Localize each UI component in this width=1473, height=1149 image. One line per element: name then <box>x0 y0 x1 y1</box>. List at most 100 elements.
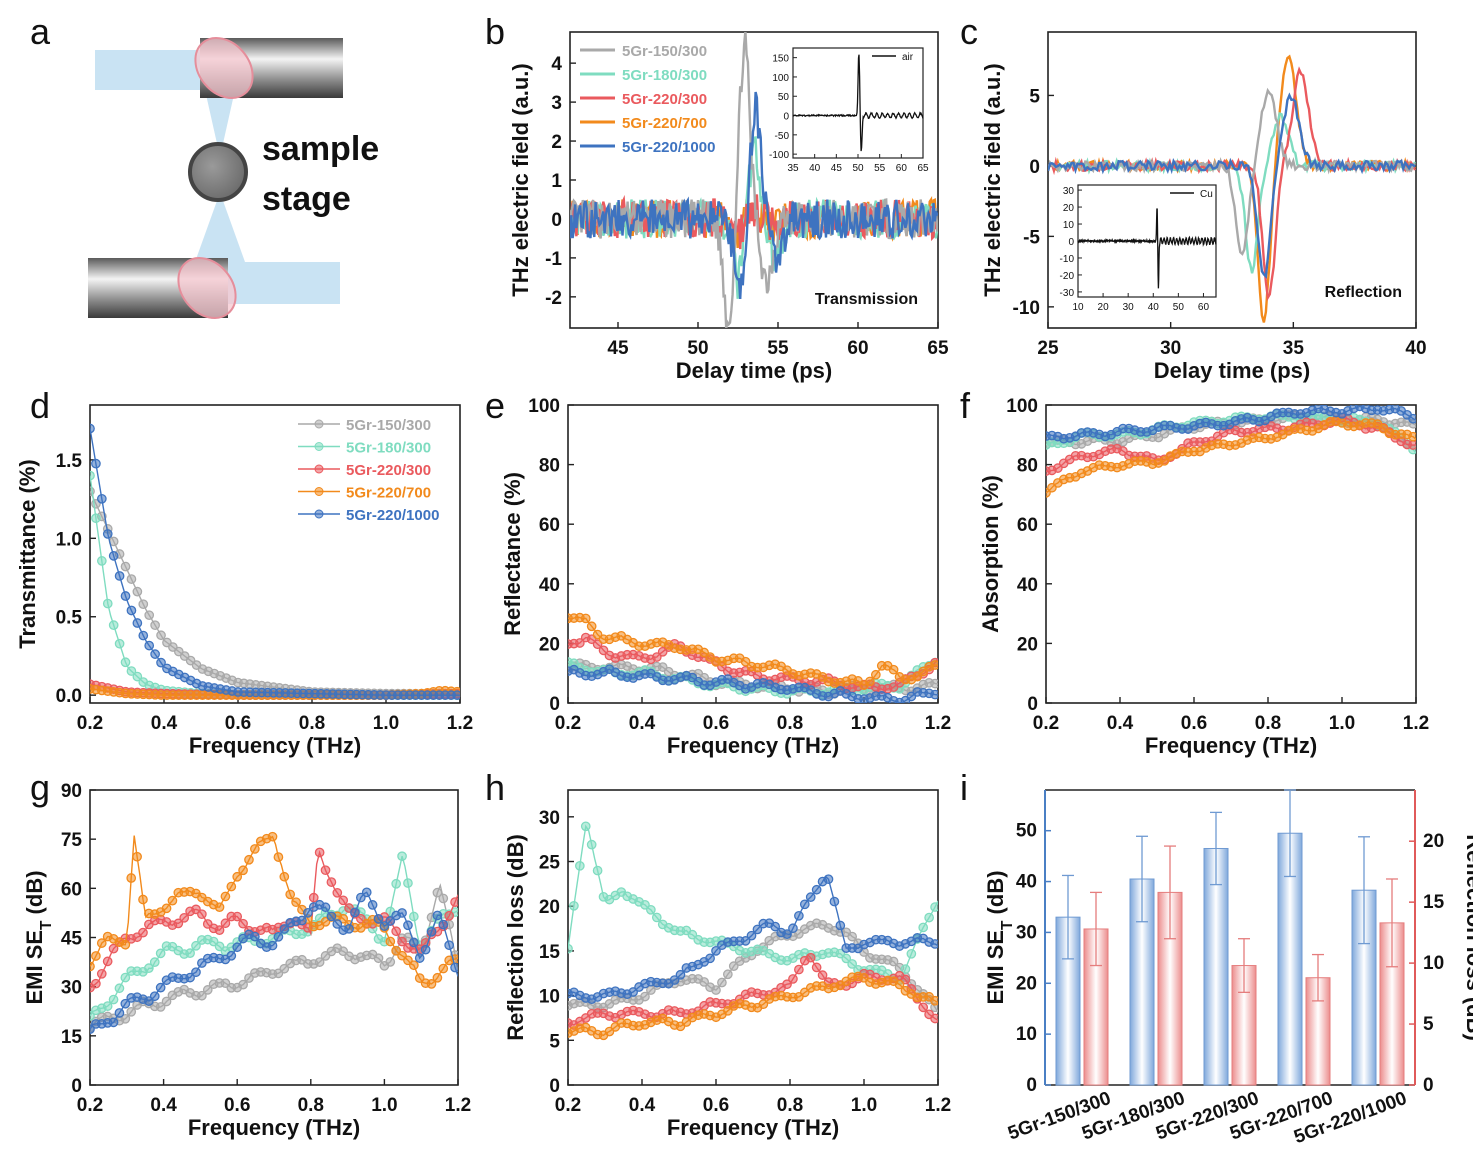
y-tick-label: 80 <box>539 456 560 477</box>
y-tick-label: 60 <box>61 879 82 900</box>
y-tick-label-left: 40 <box>1016 872 1037 893</box>
data-point <box>191 967 201 978</box>
inset-y-tick-label: 0 <box>783 112 789 123</box>
data-point <box>687 929 698 940</box>
data-point <box>432 910 443 921</box>
data-point <box>279 871 290 882</box>
data-point <box>805 892 816 902</box>
legend-marker <box>314 419 324 429</box>
y-tick-label: 0.5 <box>56 608 83 629</box>
inset-x-tick-label: 20 <box>1098 302 1110 313</box>
data-point <box>144 963 154 974</box>
data-point <box>367 900 378 910</box>
data-point <box>126 574 137 584</box>
data-point <box>120 657 131 668</box>
y-tick-label: 0.0 <box>56 686 82 707</box>
data-point <box>179 912 190 923</box>
data-point <box>102 598 113 609</box>
x-tick-label: 1.0 <box>851 1095 877 1116</box>
y-tick-label: 5 <box>549 1031 560 1052</box>
panel-label-b: b <box>485 11 505 52</box>
data-point <box>586 621 597 632</box>
legend-label: 5Gr-220/1000 <box>622 139 715 156</box>
data-point <box>279 963 290 974</box>
legend-label: 5Gr-180/300 <box>622 67 707 84</box>
x-tick-label: 0.4 <box>629 713 656 734</box>
data-point <box>1408 413 1416 424</box>
data-point <box>132 671 143 682</box>
data-point <box>452 690 460 701</box>
legend-label: 5Gr-220/300 <box>622 91 707 108</box>
y-tick-label-right: 0 <box>1423 1075 1434 1096</box>
inset-y-tick-label: 30 <box>1063 186 1075 197</box>
data-point <box>651 912 662 923</box>
data-point <box>250 931 260 942</box>
legend-label: 5Gr-220/300 <box>346 462 431 479</box>
x-axis-title: Frequency (THz) <box>667 1115 839 1140</box>
data-point <box>144 610 155 621</box>
data-point <box>888 956 899 967</box>
panel-e-reflectance-chart: 0.2 0.4 0.6 0.8 1.0 1.2 0 20 40 60 80 100 Frequency … <box>500 396 951 758</box>
data-point <box>403 920 413 931</box>
data-point <box>108 551 119 561</box>
inset-y-tick-label: -100 <box>769 150 789 161</box>
data-point <box>379 921 390 931</box>
data-point <box>651 652 662 662</box>
schematic-label-line2: stage <box>262 180 351 218</box>
data-point <box>918 1002 929 1013</box>
data-point <box>930 660 938 670</box>
data-point <box>332 919 343 929</box>
data-point <box>805 952 816 963</box>
data-point <box>102 1001 113 1011</box>
data-point <box>285 889 296 900</box>
y-tick-label: 1.0 <box>56 529 82 550</box>
data-point <box>699 977 710 987</box>
plot-area <box>1046 405 1416 498</box>
reflection-annotation: Reflection <box>1325 284 1402 301</box>
data-point <box>598 645 609 656</box>
data-point <box>1408 440 1416 450</box>
data-point <box>705 953 715 964</box>
data-point <box>244 854 254 865</box>
data-point <box>841 953 852 964</box>
data-point <box>238 979 248 990</box>
x-tick-label: 0.6 <box>1181 713 1207 734</box>
x-tick-label: 0.4 <box>150 1095 177 1116</box>
data-point <box>226 950 237 961</box>
data-point <box>149 957 160 967</box>
data-point <box>120 972 131 983</box>
data-point <box>408 911 419 922</box>
inset-x-tick-label: 40 <box>1148 302 1160 313</box>
panel-label-c: c <box>960 11 978 52</box>
x-axis-title: Frequency (THz) <box>188 1115 360 1140</box>
data-point <box>90 470 95 481</box>
y-tick-label: 1 <box>551 171 562 192</box>
data-point <box>782 929 792 939</box>
data-point <box>569 900 579 911</box>
data-point <box>138 894 148 905</box>
y-tick-label: 15 <box>61 1027 83 1048</box>
data-point <box>669 975 680 985</box>
plot-frame <box>567 789 939 1086</box>
series-5gr-220-700 <box>568 971 938 1041</box>
inset-legend-label: air <box>902 52 914 63</box>
x-tick-label: 0.6 <box>703 1095 729 1116</box>
data-point <box>332 887 343 898</box>
inset-legend-label: Cu <box>1200 189 1213 200</box>
y-tick-label: 0 <box>551 210 562 231</box>
data-point <box>102 956 113 967</box>
x-tick-label: 25 <box>1037 338 1059 359</box>
data-point <box>173 918 184 929</box>
inset-x-tick-label: 30 <box>1123 302 1135 313</box>
y-axis-title-left: EMI SET (dB) <box>983 870 1016 1004</box>
y-tick-label: 100 <box>528 396 560 417</box>
schematic-label-line1: sample <box>262 130 379 168</box>
y-tick-label: -2 <box>545 288 562 309</box>
legend-label: 5Gr-150/300 <box>346 417 431 434</box>
x-tick-label: 0.8 <box>777 713 803 734</box>
inset-x-tick-label: 60 <box>896 163 908 174</box>
y-tick-label-right: 10 <box>1423 953 1444 974</box>
data-point <box>870 669 881 680</box>
inset-x-tick-label: 55 <box>874 163 886 174</box>
y-tick-label: 5 <box>1029 86 1040 107</box>
